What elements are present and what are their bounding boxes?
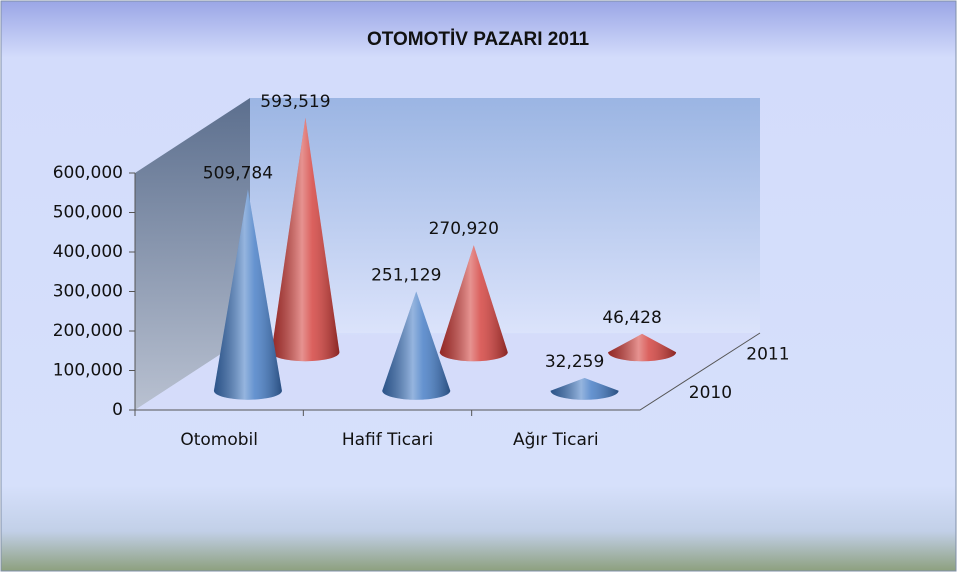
cone-shading <box>608 333 677 362</box>
cone-shading <box>382 291 451 400</box>
value-label: 46,428 <box>602 308 661 328</box>
y-tick-label: 500,000 <box>53 203 123 223</box>
y-tick-label: 0 <box>112 400 123 420</box>
x-tick-label: Ağır Ticari <box>513 430 599 450</box>
value-label: 251,129 <box>371 266 441 286</box>
left-wall <box>135 98 250 410</box>
depth-label: 2010 <box>689 383 732 403</box>
depth-label: 2011 <box>746 344 789 364</box>
value-label: 32,259 <box>545 352 604 372</box>
y-tick-label: 300,000 <box>53 282 123 302</box>
y-tick-label: 200,000 <box>53 321 123 341</box>
value-label: 509,784 <box>203 163 273 183</box>
cone-shading <box>439 245 508 362</box>
cone-shading <box>271 117 340 362</box>
back-wall <box>250 98 760 333</box>
y-tick-label: 600,000 <box>53 163 123 183</box>
chart-title: OTOMOTİV PAZARI 2011 <box>367 29 590 50</box>
x-tick-label: Hafif Ticari <box>342 430 433 450</box>
x-tick-label: Otomobil <box>180 430 258 450</box>
cone-shading <box>213 189 282 400</box>
value-label: 593,519 <box>260 92 330 112</box>
value-label: 270,920 <box>429 219 499 239</box>
y-tick-label: 400,000 <box>53 242 123 262</box>
y-tick-label: 100,000 <box>53 361 123 381</box>
cone-shading <box>550 378 619 400</box>
